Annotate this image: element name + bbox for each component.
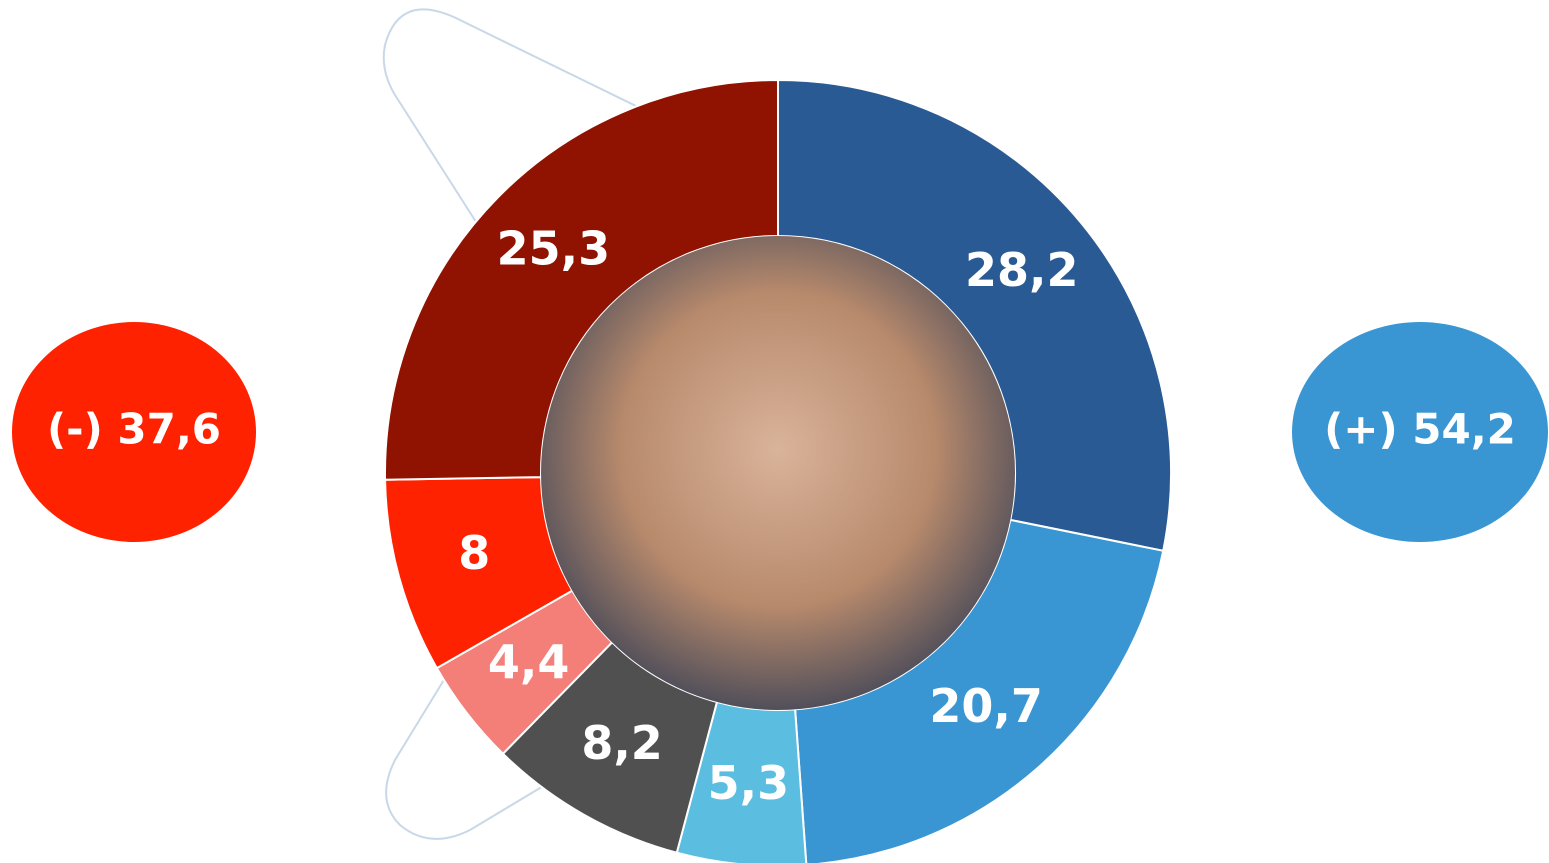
center-photo xyxy=(541,236,1015,710)
labels: 28,2 20,7 5,3 8,24,4 8 25,3 xyxy=(458,222,1078,810)
summary-bubble xyxy=(12,322,256,542)
decor-outline xyxy=(385,669,546,840)
value-label: 8 xyxy=(458,526,490,580)
value-label: 5,3 xyxy=(708,756,790,810)
value-label: 25,3 xyxy=(497,222,611,276)
value-label: 20,7 xyxy=(929,679,1043,733)
annotations: (-) 37,6 (+) 54,2 xyxy=(12,322,1548,542)
donut xyxy=(384,78,1172,863)
summary-label: (+) 54,2 xyxy=(1324,405,1516,454)
summary-label: (-) 37,6 xyxy=(47,405,221,454)
value-label: 4,4 xyxy=(488,635,570,689)
value-label: 8,2 xyxy=(581,716,663,770)
value-label: 28,2 xyxy=(965,243,1079,297)
decor-outline xyxy=(382,8,641,226)
summary-bubble xyxy=(1292,322,1548,542)
